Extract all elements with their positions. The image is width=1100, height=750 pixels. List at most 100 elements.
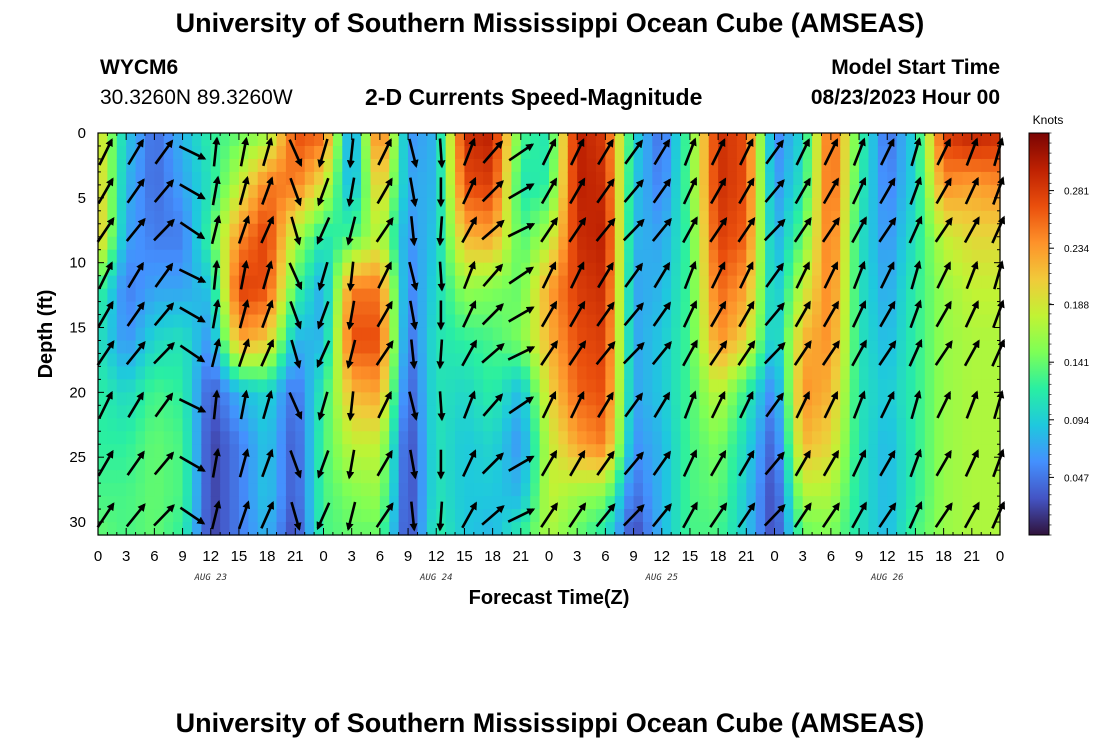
heatmap-cell bbox=[398, 418, 409, 432]
heatmap-cell bbox=[539, 392, 550, 406]
heatmap-cell bbox=[614, 470, 625, 484]
heatmap-cell bbox=[971, 314, 982, 329]
heatmap-cell bbox=[953, 288, 964, 303]
heatmap-cell bbox=[906, 366, 917, 380]
heatmap-cell bbox=[774, 171, 785, 186]
heatmap-cell bbox=[736, 483, 747, 497]
heatmap-cell bbox=[342, 496, 353, 510]
heatmap-cell bbox=[182, 353, 193, 368]
heatmap-cell bbox=[605, 314, 616, 329]
heatmap-cell bbox=[934, 171, 945, 186]
heatmap-cell bbox=[267, 392, 278, 406]
heatmap-cell bbox=[295, 496, 306, 510]
heatmap-cell bbox=[558, 223, 569, 238]
heatmap-cell bbox=[990, 223, 1001, 238]
heatmap-cell bbox=[830, 353, 841, 368]
heatmap-cell bbox=[577, 145, 588, 160]
heatmap-cell bbox=[783, 171, 794, 186]
heatmap-cell bbox=[248, 197, 259, 212]
heatmap-cell bbox=[605, 366, 616, 380]
heatmap-cell bbox=[417, 457, 428, 471]
heatmap-cell bbox=[783, 197, 794, 212]
heatmap-cell bbox=[755, 275, 766, 290]
heatmap-cell bbox=[248, 223, 259, 238]
heatmap-cell bbox=[455, 158, 466, 173]
heatmap-cell bbox=[238, 249, 249, 264]
heatmap-cell bbox=[642, 483, 653, 497]
heatmap-cell bbox=[661, 457, 672, 471]
heatmap-cell bbox=[549, 184, 559, 199]
heatmap-cell bbox=[511, 431, 522, 445]
day-label: AUG 24 bbox=[419, 573, 453, 583]
heatmap-cell bbox=[962, 522, 973, 536]
x-tick-label: 12 bbox=[653, 548, 670, 565]
heatmap-cell bbox=[502, 158, 513, 173]
heatmap-cell bbox=[107, 431, 118, 445]
heatmap-cell bbox=[163, 223, 174, 238]
heatmap-cell bbox=[483, 236, 494, 251]
heatmap-cell bbox=[896, 379, 907, 393]
heatmap-cell bbox=[812, 496, 823, 510]
heatmap-cell bbox=[934, 301, 945, 316]
heatmap-cell bbox=[661, 431, 672, 445]
heatmap-cell bbox=[708, 392, 719, 406]
heatmap-cell bbox=[642, 496, 653, 510]
heatmap-cell bbox=[276, 236, 287, 251]
heatmap-cell bbox=[248, 249, 259, 264]
heatmap-cell bbox=[417, 223, 428, 238]
current-arrow bbox=[795, 261, 810, 289]
heatmap-cell bbox=[502, 197, 513, 212]
heatmap-cell bbox=[859, 418, 870, 432]
heatmap-cell bbox=[586, 366, 597, 380]
heatmap-cell bbox=[361, 509, 372, 523]
heatmap-cell bbox=[304, 457, 315, 471]
heatmap-cell bbox=[558, 483, 569, 497]
heatmap-cell bbox=[671, 509, 682, 523]
heatmap-cell bbox=[154, 509, 165, 523]
current-arrow bbox=[540, 449, 558, 477]
heatmap-cell bbox=[276, 301, 287, 316]
heatmap-cell bbox=[426, 262, 437, 277]
heatmap-cell bbox=[116, 366, 127, 380]
heatmap-cell bbox=[915, 418, 926, 432]
heatmap-cell bbox=[924, 496, 935, 510]
heatmap-cell bbox=[783, 249, 794, 264]
current-arrow bbox=[178, 145, 207, 160]
heatmap-cell bbox=[859, 249, 870, 264]
heatmap-cell bbox=[144, 145, 155, 160]
current-arrow bbox=[179, 455, 206, 472]
chart-title: University of Southern Mississippi Ocean… bbox=[175, 8, 925, 38]
current-arrow bbox=[765, 139, 784, 165]
heatmap-cell bbox=[558, 314, 569, 329]
current-arrow bbox=[346, 261, 355, 292]
heatmap-cell bbox=[699, 288, 710, 303]
heatmap-cell bbox=[840, 431, 851, 445]
heatmap-cell bbox=[511, 262, 522, 277]
heatmap-cell bbox=[896, 457, 907, 471]
heatmap-cell bbox=[981, 405, 992, 419]
heatmap-cell bbox=[135, 405, 146, 419]
heatmap-cell bbox=[182, 457, 193, 471]
x-tick-label: 9 bbox=[178, 548, 186, 565]
heatmap-cell bbox=[934, 522, 945, 536]
heatmap-cell bbox=[520, 431, 531, 445]
heatmap-cell bbox=[323, 249, 334, 264]
heatmap-cell bbox=[849, 171, 860, 186]
heatmap-cell bbox=[116, 327, 127, 342]
heatmap-cell bbox=[473, 509, 484, 523]
heatmap-cell bbox=[887, 470, 898, 484]
heatmap-cell bbox=[276, 262, 287, 277]
heatmap-cell bbox=[783, 314, 794, 329]
heatmap-cell bbox=[736, 509, 747, 523]
heatmap-cell bbox=[220, 262, 231, 277]
heatmap-cell bbox=[830, 236, 841, 251]
heatmap-cell bbox=[229, 405, 240, 419]
heatmap-cell bbox=[126, 392, 137, 406]
heatmap-cell bbox=[267, 184, 278, 199]
heatmap-cell bbox=[276, 522, 287, 536]
current-arrow bbox=[991, 500, 1006, 529]
heatmap-cell bbox=[896, 197, 907, 212]
heatmap-cell bbox=[445, 184, 456, 199]
heatmap-cell bbox=[323, 483, 334, 497]
current-arrow bbox=[507, 346, 536, 361]
